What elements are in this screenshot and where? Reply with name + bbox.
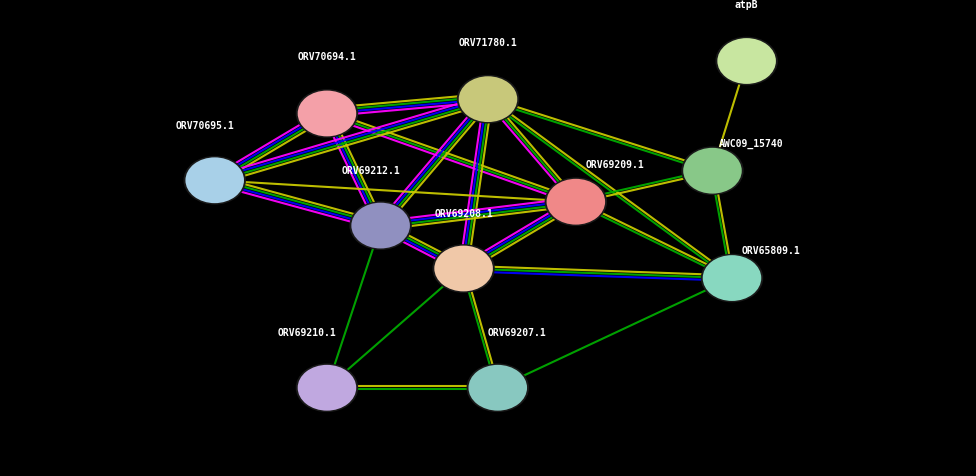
Ellipse shape bbox=[296, 90, 358, 139]
Ellipse shape bbox=[681, 147, 744, 196]
Text: ORV65809.1: ORV65809.1 bbox=[742, 246, 800, 256]
Ellipse shape bbox=[545, 178, 607, 227]
Ellipse shape bbox=[183, 157, 246, 205]
Text: ORV69209.1: ORV69209.1 bbox=[586, 160, 644, 170]
Text: ORV69210.1: ORV69210.1 bbox=[278, 327, 337, 337]
Ellipse shape bbox=[434, 246, 493, 292]
Ellipse shape bbox=[351, 203, 410, 249]
Ellipse shape bbox=[715, 38, 778, 86]
Ellipse shape bbox=[467, 364, 529, 412]
Text: ORV69212.1: ORV69212.1 bbox=[342, 166, 400, 176]
Text: ORV70695.1: ORV70695.1 bbox=[176, 120, 234, 130]
Text: atpB: atpB bbox=[735, 0, 758, 10]
Ellipse shape bbox=[457, 76, 519, 124]
Ellipse shape bbox=[717, 39, 776, 85]
Ellipse shape bbox=[701, 254, 763, 303]
Text: ORV69208.1: ORV69208.1 bbox=[434, 208, 493, 218]
Ellipse shape bbox=[459, 77, 517, 123]
Ellipse shape bbox=[703, 256, 761, 301]
Text: AWC09_15740: AWC09_15740 bbox=[719, 139, 784, 149]
Ellipse shape bbox=[547, 179, 605, 225]
Ellipse shape bbox=[298, 365, 356, 411]
Ellipse shape bbox=[349, 202, 412, 250]
Ellipse shape bbox=[432, 245, 495, 293]
Text: ORV71780.1: ORV71780.1 bbox=[459, 38, 517, 48]
Text: ORV69207.1: ORV69207.1 bbox=[488, 327, 547, 337]
Text: ORV70694.1: ORV70694.1 bbox=[298, 52, 356, 62]
Ellipse shape bbox=[468, 365, 527, 411]
Ellipse shape bbox=[296, 364, 358, 412]
Ellipse shape bbox=[185, 158, 244, 204]
Ellipse shape bbox=[683, 149, 742, 194]
Ellipse shape bbox=[298, 91, 356, 137]
